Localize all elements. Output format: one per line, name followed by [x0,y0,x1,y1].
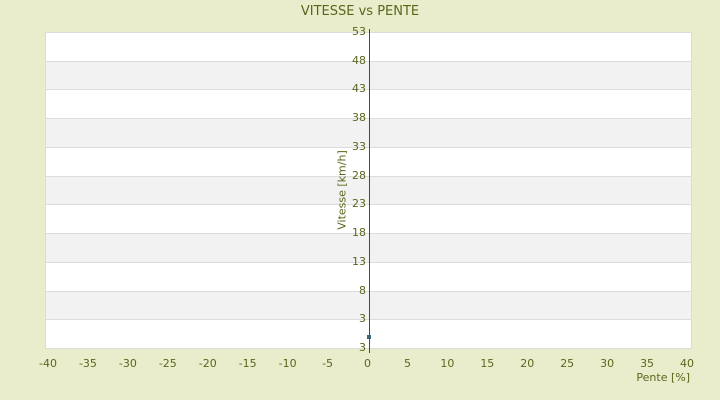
gridline [45,118,692,120]
gridline [45,290,692,292]
x-tick-label: -20 [198,357,217,370]
x-tick-label: 40 [680,357,694,370]
x-tick-label: 0 [364,357,371,370]
y-tick-label: 3 [359,312,366,326]
gridline [45,32,692,33]
x-tick-label: -5 [322,357,334,370]
x-tick-label: -25 [158,357,177,370]
x-tick-label: -35 [78,357,97,370]
x-axis-title: Pente [%] [636,371,690,384]
y-tick-label: 33 [352,139,366,153]
stripe [46,175,691,205]
y-tick-label: 48 [352,53,366,67]
x-tick-label: 35 [640,357,655,370]
gridline [45,60,692,62]
y-tick-label: 28 [352,168,366,182]
x-tick-label: 20 [520,357,535,370]
gridline [45,348,692,349]
x-tick-label: 10 [440,357,455,370]
gridline [45,146,692,148]
x-tick-label: 25 [560,357,575,370]
y-tick-label: 8 [359,283,366,297]
y-tick-label: 23 [352,197,366,211]
x-tick-label: -40 [39,357,57,370]
y-axis-line [369,29,370,353]
stripe [46,233,691,262]
x-tick-label: 15 [480,357,495,370]
y-tick-label: 53 [352,24,366,38]
x-tick-label: -15 [238,357,257,370]
x-tick-label: 5 [403,357,411,370]
x-tick-label: 30 [600,357,615,370]
x-tick-label: -30 [118,357,137,370]
data-point-marker [367,334,371,339]
gridline [45,204,692,206]
gridline [45,319,692,321]
gridline [45,233,692,235]
gridline [45,261,692,263]
y-tick-label: 18 [352,225,366,239]
gridline [45,175,692,177]
chart-title: VITESSE vs PENTE [300,4,420,19]
y-tick-label: 3 [359,340,366,354]
x-tick-label: -10 [278,357,297,370]
stripe [46,118,691,147]
gridline [45,89,692,91]
y-tick-label: 43 [352,82,366,96]
y-tick-label: 38 [352,111,366,125]
stripe [46,60,691,90]
stripe [46,290,691,320]
y-axis-title: Vitesse [km/h] [335,150,349,230]
y-tick-label: 13 [352,254,366,268]
